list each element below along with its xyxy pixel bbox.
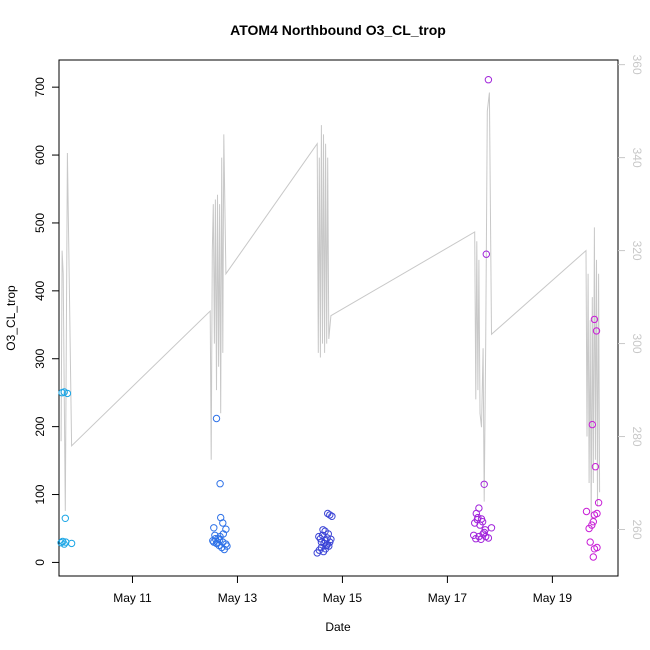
y2-tick-label: 340 bbox=[630, 148, 644, 168]
data-point bbox=[472, 509, 480, 518]
data-point bbox=[317, 543, 326, 552]
y2-tick-label: 300 bbox=[630, 334, 644, 354]
data-point bbox=[588, 420, 596, 429]
series-line bbox=[60, 92, 601, 521]
data-point bbox=[325, 542, 333, 550]
data-point bbox=[217, 513, 225, 522]
y-tick-label: 500 bbox=[33, 213, 47, 233]
y2-tick-label: 360 bbox=[630, 55, 644, 75]
y-tick-label: 0 bbox=[33, 559, 47, 566]
data-point bbox=[484, 76, 493, 84]
data-point bbox=[593, 543, 601, 552]
data-point bbox=[589, 553, 597, 561]
data-point bbox=[480, 480, 488, 488]
data-point bbox=[61, 514, 70, 522]
data-point bbox=[480, 528, 488, 537]
data-point bbox=[593, 509, 601, 518]
data-point bbox=[219, 530, 228, 538]
data-point bbox=[477, 515, 486, 523]
data-point bbox=[328, 512, 336, 520]
data-point bbox=[60, 540, 68, 548]
y-axis-left: 0 100 200 300 400 500 600 700 bbox=[33, 77, 60, 566]
data-point bbox=[487, 524, 496, 532]
data-point bbox=[327, 535, 335, 543]
data-point bbox=[319, 526, 327, 534]
y-tick-label: 300 bbox=[33, 348, 47, 368]
y2-tick-label: 260 bbox=[630, 519, 644, 539]
data-point bbox=[590, 315, 599, 324]
x-tick-label: May 15 bbox=[323, 591, 363, 605]
x-tick-label: May 11 bbox=[113, 591, 152, 605]
data-point bbox=[592, 327, 601, 335]
data-point bbox=[591, 463, 600, 471]
data-point bbox=[582, 507, 591, 516]
data-point bbox=[589, 518, 597, 526]
data-point bbox=[210, 524, 218, 532]
data-point bbox=[586, 538, 594, 546]
data-point bbox=[594, 499, 603, 507]
data-point bbox=[213, 538, 222, 546]
x-axis: May 11 May 13 May 15 May 17 May 19 bbox=[113, 575, 573, 605]
x-tick-label: May 17 bbox=[428, 591, 468, 605]
x-tick-label: May 13 bbox=[218, 591, 258, 605]
data-point bbox=[223, 542, 231, 550]
x-axis-label: Date bbox=[325, 620, 351, 634]
y2-tick-label: 320 bbox=[630, 241, 644, 261]
data-point bbox=[326, 511, 334, 519]
data-point bbox=[215, 536, 224, 544]
x-tick-label: May 19 bbox=[533, 591, 573, 605]
y-axis-right: 260 280 300 320 340 360 bbox=[618, 55, 644, 540]
data-point bbox=[484, 534, 493, 542]
points-layer bbox=[57, 76, 603, 561]
data-point bbox=[473, 515, 481, 524]
data-point bbox=[585, 524, 593, 533]
y-axis-label: O3_CL_trop bbox=[4, 285, 18, 351]
y-tick-label: 400 bbox=[33, 281, 47, 301]
y-tick-label: 100 bbox=[33, 484, 47, 504]
data-point bbox=[63, 389, 72, 398]
y-tick-label: 200 bbox=[33, 416, 47, 436]
plot-frame bbox=[58, 59, 619, 577]
line-layer bbox=[60, 92, 601, 521]
y-tick-label: 600 bbox=[33, 145, 47, 165]
data-point bbox=[216, 480, 224, 488]
y-tick-label: 700 bbox=[33, 77, 47, 97]
y2-tick-label: 280 bbox=[630, 427, 644, 447]
chart-title: ATOM4 Northbound O3_CL_trop bbox=[230, 22, 446, 38]
data-point bbox=[323, 541, 331, 549]
data-point bbox=[67, 539, 76, 548]
data-point bbox=[482, 250, 490, 258]
data-point bbox=[212, 414, 221, 423]
